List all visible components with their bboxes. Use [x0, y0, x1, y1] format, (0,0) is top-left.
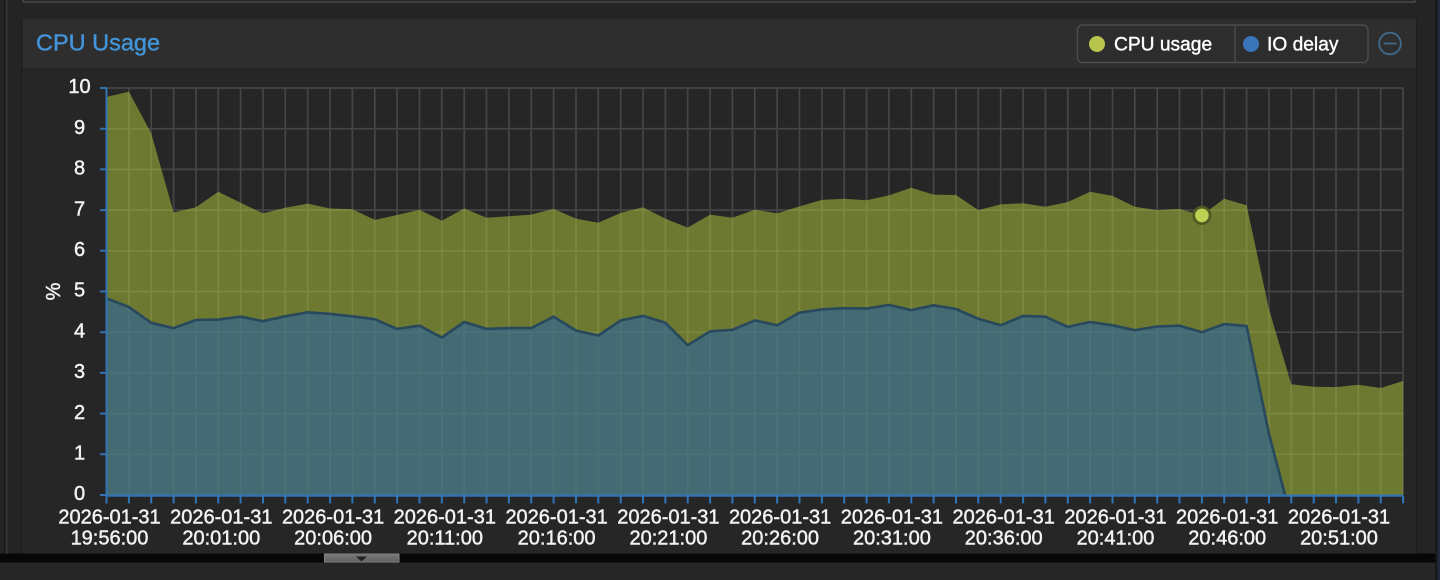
svg-text:7: 7 — [74, 198, 85, 220]
svg-text:20:51:00: 20:51:00 — [1300, 528, 1378, 550]
svg-text:9: 9 — [74, 117, 85, 139]
svg-text:3: 3 — [74, 361, 85, 383]
svg-text:2026-01-31: 2026-01-31 — [1176, 507, 1278, 529]
svg-text:2026-01-31: 2026-01-31 — [58, 507, 160, 529]
svg-text:20:46:00: 20:46:00 — [1188, 528, 1266, 550]
svg-text:2026-01-31: 2026-01-31 — [505, 507, 607, 529]
svg-text:2026-01-31: 2026-01-31 — [841, 507, 943, 529]
svg-text:5: 5 — [74, 280, 85, 302]
svg-text:4: 4 — [74, 320, 85, 342]
svg-text:2026-01-31: 2026-01-31 — [617, 507, 719, 529]
svg-text:2026-01-31: 2026-01-31 — [1288, 507, 1390, 529]
svg-text:CPU usage: CPU usage — [1114, 35, 1212, 56]
svg-text:20:26:00: 20:26:00 — [741, 528, 819, 550]
svg-text:1: 1 — [74, 443, 85, 465]
svg-text:20:11:00: 20:11:00 — [407, 528, 483, 550]
svg-text:0: 0 — [74, 483, 85, 505]
svg-text:10: 10 — [68, 76, 90, 98]
svg-text:6: 6 — [74, 239, 85, 261]
svg-text:2026-01-31: 2026-01-31 — [394, 507, 496, 529]
svg-text:20:16:00: 20:16:00 — [518, 528, 596, 550]
svg-text:2: 2 — [74, 402, 85, 424]
svg-text:CPU Usage: CPU Usage — [36, 30, 160, 56]
svg-text:20:06:00: 20:06:00 — [294, 528, 372, 550]
svg-text:19:56:00: 19:56:00 — [71, 528, 149, 550]
svg-text:2026-01-31: 2026-01-31 — [729, 507, 831, 529]
svg-text:IO delay: IO delay — [1267, 35, 1339, 56]
svg-text:%: % — [43, 282, 65, 300]
svg-text:8: 8 — [74, 158, 85, 180]
svg-text:2026-01-31: 2026-01-31 — [282, 507, 384, 529]
svg-text:2026-01-31: 2026-01-31 — [170, 507, 272, 529]
svg-text:20:21:00: 20:21:00 — [629, 528, 707, 550]
svg-text:20:31:00: 20:31:00 — [853, 528, 931, 550]
svg-text:20:01:00: 20:01:00 — [182, 528, 260, 550]
svg-text:2026-01-31: 2026-01-31 — [953, 507, 1055, 529]
svg-text:20:36:00: 20:36:00 — [965, 528, 1043, 550]
svg-text:20:41:00: 20:41:00 — [1077, 528, 1155, 550]
svg-text:2026-01-31: 2026-01-31 — [1064, 507, 1166, 529]
